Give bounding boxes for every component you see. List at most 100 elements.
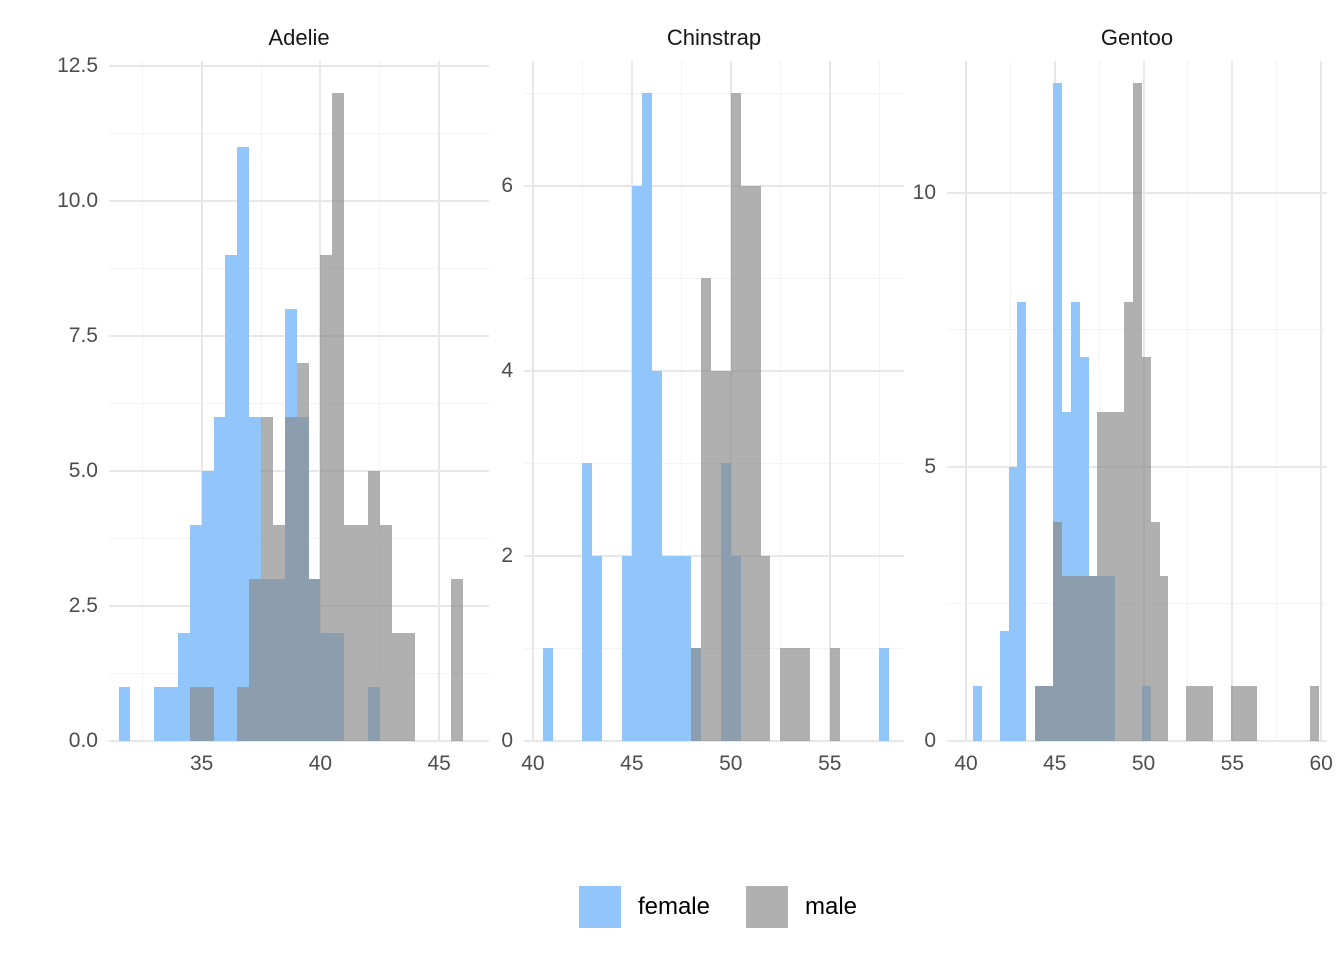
histogram-bar-male bbox=[391, 633, 404, 741]
histogram-bar-male bbox=[750, 185, 761, 741]
histogram-bar-male bbox=[1310, 686, 1320, 741]
histogram-bar-male bbox=[1053, 521, 1062, 741]
histogram-bar-male bbox=[201, 687, 214, 741]
x-tick-label-chinstrap: 50 bbox=[719, 752, 743, 775]
histogram-bar-male bbox=[730, 93, 741, 741]
gridline-major-x bbox=[965, 61, 967, 741]
histogram-bar-female bbox=[592, 555, 603, 741]
histogram-bar-male bbox=[1124, 302, 1133, 741]
histogram-bar-female bbox=[631, 185, 642, 741]
histogram-bar-female bbox=[651, 370, 662, 741]
histogram-bar-male bbox=[320, 255, 333, 741]
histogram-bar-male bbox=[1079, 576, 1089, 741]
histogram-bar-female bbox=[1053, 82, 1062, 741]
histogram-bar-male bbox=[1132, 82, 1142, 741]
histogram-bar-female bbox=[671, 555, 682, 741]
histogram-bar-male bbox=[1106, 411, 1116, 741]
histogram-bar-male bbox=[790, 648, 801, 741]
histogram-bar-female bbox=[1008, 466, 1018, 741]
histogram-bar-female bbox=[582, 463, 593, 741]
histogram-bar-female bbox=[999, 631, 1009, 741]
histogram-bar-female bbox=[225, 255, 238, 741]
y-tick-label-adelie: 12.5 bbox=[57, 54, 98, 78]
gridline-minor-x bbox=[680, 61, 682, 741]
histogram-bar-female bbox=[213, 417, 226, 741]
histogram-bar-male bbox=[1088, 576, 1098, 741]
y-tick-label-gentoo: 0 bbox=[924, 729, 936, 752]
gridline-minor-x bbox=[1276, 61, 1278, 741]
histogram-bar-male bbox=[1203, 686, 1213, 741]
histogram-bar-female bbox=[1079, 357, 1089, 741]
gridline-minor-x bbox=[1187, 61, 1189, 741]
gridline-major-x bbox=[438, 61, 441, 741]
histogram-bar-female bbox=[879, 648, 890, 741]
facet-panel-gentoo bbox=[947, 61, 1327, 742]
legend-swatch-female bbox=[578, 886, 621, 928]
histogram-bar-female bbox=[154, 687, 166, 741]
y-tick-label-gentoo: 5 bbox=[924, 454, 936, 478]
legend-swatch-male bbox=[746, 886, 788, 928]
histogram-bar-male bbox=[367, 471, 380, 741]
gridline-minor-x bbox=[581, 61, 583, 741]
histogram-bar-female bbox=[189, 525, 202, 741]
gridline-major-y bbox=[524, 740, 904, 742]
gridline-major-y bbox=[947, 740, 1327, 742]
histogram-bar-female bbox=[249, 417, 261, 741]
histogram-bar-female bbox=[1017, 302, 1027, 741]
x-tick-label-adelie: 45 bbox=[427, 752, 451, 775]
histogram-bar-male bbox=[760, 555, 771, 741]
histogram-bar-female bbox=[166, 687, 178, 741]
histogram-bar-male bbox=[284, 417, 297, 741]
gridline-major-x bbox=[828, 61, 831, 741]
histogram-bar-male bbox=[1195, 686, 1204, 741]
gridline-minor-x bbox=[260, 61, 262, 741]
gridline-major-x bbox=[200, 61, 203, 741]
histogram-bar-female bbox=[621, 555, 632, 741]
gridline-minor-x bbox=[779, 61, 781, 741]
histogram-bar-male bbox=[780, 648, 791, 741]
x-tick-label-gentoo: 45 bbox=[1043, 752, 1067, 775]
facet-title-chinstrap: Chinstrap bbox=[666, 25, 762, 50]
histogram-bar-male bbox=[249, 579, 261, 741]
gridline-minor-y bbox=[524, 92, 904, 94]
legend-item-male: male bbox=[746, 886, 857, 928]
histogram-bar-female bbox=[661, 555, 672, 741]
histogram-bar-male bbox=[356, 525, 368, 741]
histogram-bar-male bbox=[332, 93, 345, 741]
gridline-major-y bbox=[109, 740, 489, 742]
legend-label-male: male bbox=[805, 893, 858, 920]
x-tick-label-adelie: 40 bbox=[308, 752, 333, 775]
histogram-bar-male bbox=[451, 579, 463, 741]
facet-panel-adelie bbox=[109, 61, 489, 742]
histogram-bar-male bbox=[344, 525, 356, 741]
histogram-bar-female bbox=[237, 147, 250, 741]
gridline-major-x bbox=[1231, 61, 1234, 741]
gridline-major-x bbox=[531, 61, 534, 741]
histogram-bar-male bbox=[237, 687, 250, 741]
x-tick-label-chinstrap: 45 bbox=[620, 752, 644, 775]
histogram-bar-male bbox=[308, 579, 321, 741]
gridline-major-y bbox=[109, 335, 489, 338]
legend-item-female: female bbox=[578, 886, 710, 928]
gridline-major-y bbox=[109, 65, 489, 68]
histogram-bar-male bbox=[1159, 576, 1169, 741]
y-tick-label-adelie: 10.0 bbox=[57, 189, 98, 213]
histogram-bar-male bbox=[1186, 686, 1196, 741]
facet-title-adelie: Adelie bbox=[268, 25, 330, 50]
gridline-minor-x bbox=[1098, 61, 1100, 741]
histogram-bar-male bbox=[1061, 576, 1071, 741]
histogram-bar-female bbox=[542, 648, 553, 741]
x-tick-label-gentoo: 40 bbox=[954, 752, 978, 775]
histogram-bar-male bbox=[1248, 686, 1258, 741]
histogram-bar-male bbox=[1097, 411, 1107, 741]
gridline-major-x bbox=[1320, 61, 1323, 741]
histogram-bar-female bbox=[973, 686, 982, 741]
y-tick-label-chinstrap: 2 bbox=[501, 543, 513, 567]
gridline-minor-x bbox=[379, 61, 381, 741]
x-tick-label-adelie: 35 bbox=[189, 752, 214, 775]
legend: female male bbox=[109, 885, 1327, 929]
histogram-bar-male bbox=[1044, 686, 1053, 741]
facet-title-gentoo: Gentoo bbox=[1100, 25, 1174, 50]
histogram-bar-female bbox=[681, 555, 692, 741]
